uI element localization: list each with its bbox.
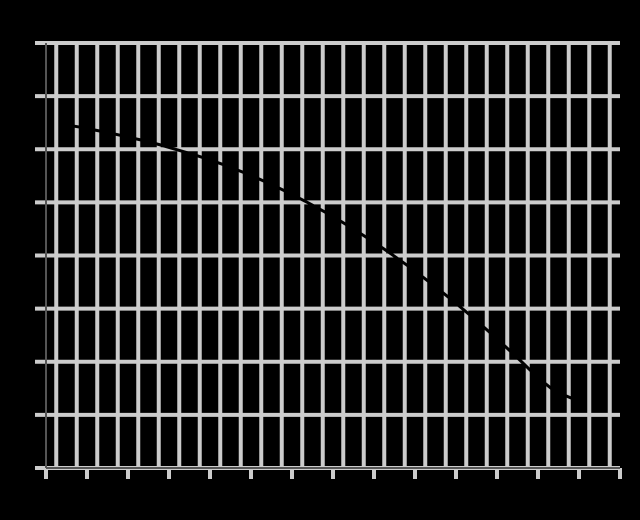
data-line bbox=[60, 122, 579, 401]
data-series-group bbox=[60, 122, 579, 401]
axis-ticks-group bbox=[35, 41, 622, 479]
axis-spines-group bbox=[45, 43, 620, 469]
grid-horizontal-group bbox=[46, 41, 620, 470]
